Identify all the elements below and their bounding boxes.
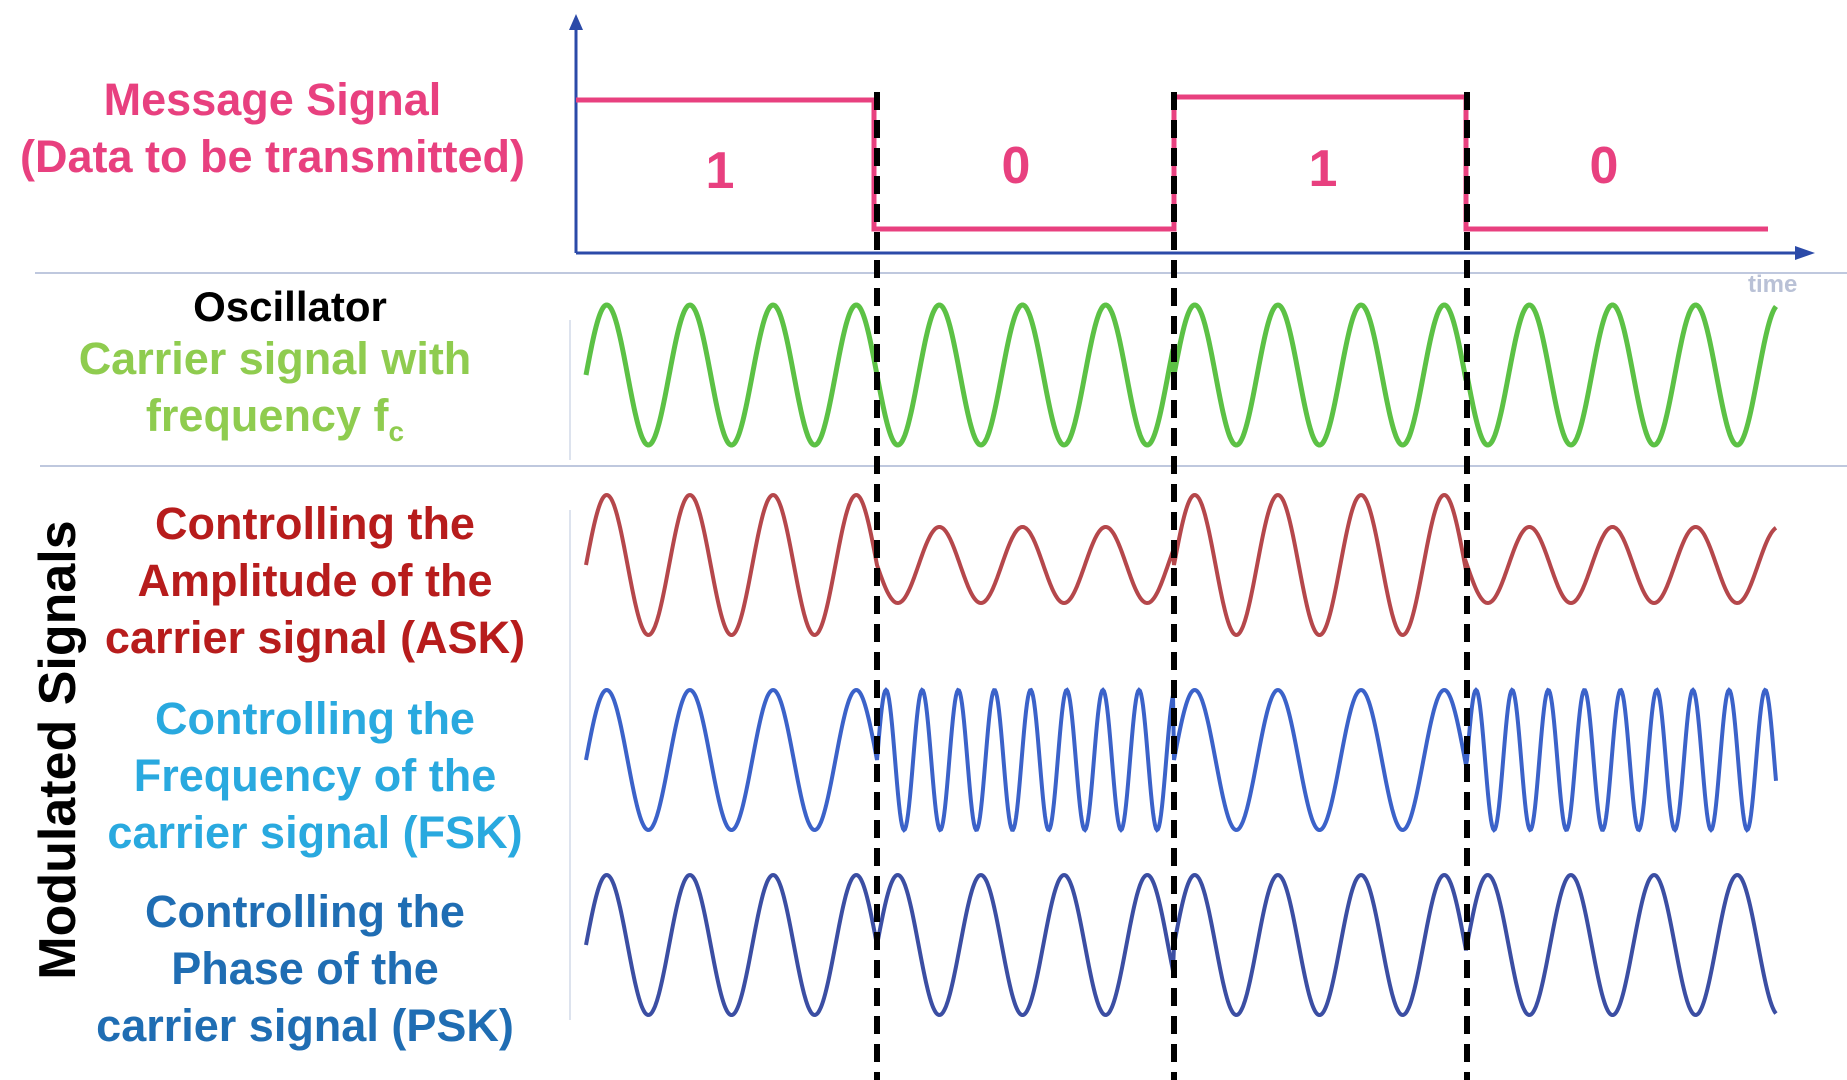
x-axis-arrow — [1795, 246, 1815, 260]
psk-wave — [584, 872, 1778, 1018]
psk-label-line2: Phase of the — [171, 943, 439, 994]
psk-label-line3: carrier signal (PSK) — [96, 1000, 514, 1051]
fsk-label-line1: Controlling the — [155, 693, 475, 744]
carrier-label-line1: Carrier signal with — [78, 333, 472, 384]
message-signal-subtitle: (Data to be transmitted) — [19, 131, 526, 182]
bit-label-3: 1 — [1309, 140, 1338, 198]
time-label: time — [1748, 271, 1797, 298]
ask-wave — [584, 492, 1778, 638]
bit-label-4: 0 — [1590, 137, 1619, 195]
bit-label-2: 0 — [1002, 137, 1031, 195]
bit-label-1: 1 — [706, 142, 735, 200]
carrier-frequency-text: frequency f — [145, 390, 389, 441]
carrier-frequency-subscript: c — [388, 416, 405, 447]
y-axis-arrow — [569, 14, 583, 30]
fsk-wave — [584, 687, 1778, 833]
fsk-label-line2: Frequency of the — [133, 750, 497, 801]
oscillator-title: Oscillator — [193, 283, 387, 330]
ask-label-line2: Amplitude of the — [137, 555, 493, 606]
psk-label-line1: Controlling the — [145, 886, 465, 937]
ask-label-line3: carrier signal (ASK) — [104, 612, 526, 663]
fsk-label-line3: carrier signal (FSK) — [107, 807, 523, 858]
carrier-label-line2: frequency fc — [0, 393, 550, 446]
carrier-wave — [583, 302, 1778, 448]
ask-label-line1: Controlling the — [155, 498, 475, 549]
message-signal-title: Message Signal — [103, 74, 442, 125]
